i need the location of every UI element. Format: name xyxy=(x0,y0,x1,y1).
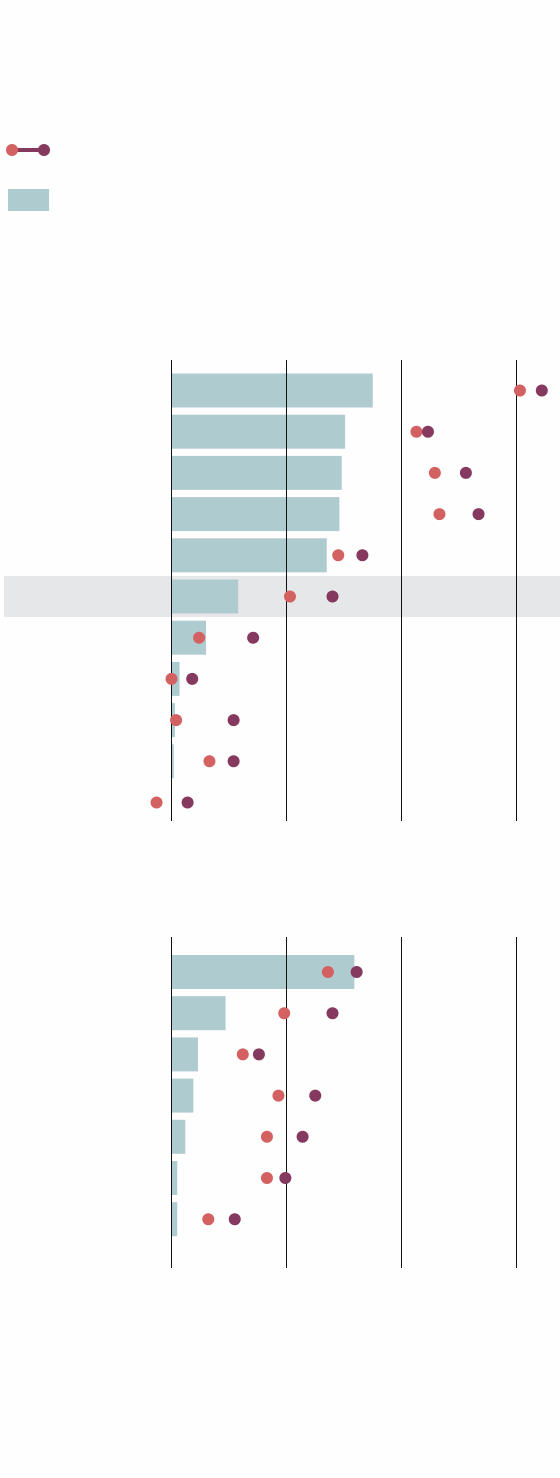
dumbbell-end-dot xyxy=(309,1089,322,1102)
legend-dumbbell-start-dot xyxy=(6,144,18,156)
legend-item-dumbbell xyxy=(6,144,50,156)
dumbbell-start-dot xyxy=(260,1130,273,1143)
legend-dumbbell-end-dot xyxy=(38,144,50,156)
bar xyxy=(171,373,373,408)
dumbbell-start-dot xyxy=(193,631,206,644)
bar xyxy=(171,579,239,614)
bar xyxy=(171,538,327,573)
dumbbell-end-dot xyxy=(326,590,339,603)
bar xyxy=(171,414,346,449)
dumbbell-end-dot xyxy=(350,966,363,978)
dumbbell-end-dot xyxy=(228,1213,241,1226)
dumbbell-start-dot xyxy=(332,549,345,562)
dumbbell-end-dot xyxy=(326,1007,339,1020)
dumbbell-start-dot xyxy=(150,796,163,809)
dumbbell-end-dot xyxy=(421,425,434,438)
dumbbell-end-dot xyxy=(227,714,240,727)
bar xyxy=(171,744,174,779)
dumbbell-end-dot xyxy=(459,466,472,479)
highlight-band xyxy=(4,576,560,617)
bar xyxy=(171,455,342,490)
bar xyxy=(171,1119,186,1154)
bar xyxy=(171,1037,198,1072)
bar xyxy=(171,497,340,532)
dumbbell-start-dot xyxy=(203,755,216,768)
dumbbell-end-dot xyxy=(186,672,199,685)
legend xyxy=(6,144,50,211)
bar xyxy=(171,1078,194,1113)
bar xyxy=(171,996,226,1031)
dumbbell-end-dot xyxy=(252,1048,265,1061)
dumbbell-end-dot xyxy=(296,1130,309,1143)
dumbbell-start-dot xyxy=(170,714,183,727)
dumbbell-start-dot xyxy=(410,425,423,438)
dumbbell-start-dot xyxy=(165,672,178,685)
bar xyxy=(171,1161,178,1195)
dumbbell-start-dot xyxy=(260,1172,273,1184)
dumbbell-start-dot xyxy=(433,508,446,521)
dumbbell-start-dot xyxy=(278,1007,291,1020)
dumbbell-end-dot xyxy=(472,508,485,521)
legend-item-bar xyxy=(8,189,49,211)
dumbbell-end-dot xyxy=(181,796,194,809)
dumbbell-end-dot xyxy=(227,755,240,768)
dumbbell-start-dot xyxy=(283,590,296,603)
dumbbell-start-dot xyxy=(513,384,526,397)
dumbbell-start-dot xyxy=(236,1048,249,1061)
dumbbell-start-dot xyxy=(272,1089,285,1102)
legend-bar-swatch xyxy=(8,189,49,211)
dumbbell-end-dot xyxy=(247,631,260,644)
chart-panel-1 xyxy=(4,360,560,821)
dumbbell-end-dot xyxy=(279,1172,292,1184)
dumbbell-end-dot xyxy=(535,384,548,397)
bar xyxy=(171,1202,178,1237)
chart-panel-2 xyxy=(171,937,517,1268)
dumbbell-start-dot xyxy=(321,966,334,978)
dumbbell-end-dot xyxy=(356,549,369,562)
dumbbell-start-dot xyxy=(202,1213,215,1226)
dumbbell-start-dot xyxy=(428,466,441,479)
